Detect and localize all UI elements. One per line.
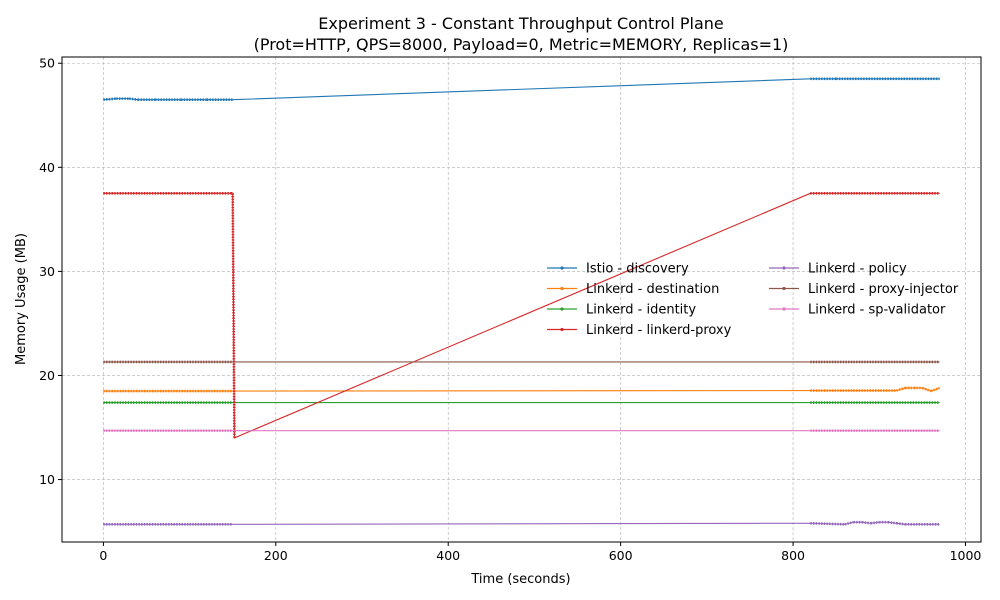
legend-label-linkerd-policy: Linkerd - policy <box>808 262 907 277</box>
series-layer <box>103 77 941 526</box>
legend-marker-linkerd-linkerd-proxy <box>560 327 564 332</box>
x-tick-label: 0 <box>99 548 107 563</box>
x-tick-label: 800 <box>781 548 805 563</box>
legend-marker-linkerd-identity <box>560 307 564 311</box>
y-axis: 10 20 30 40 50 <box>39 56 62 487</box>
legend-marker-linkerd-policy <box>782 266 786 270</box>
series-line-linkerd-policy <box>103 521 940 525</box>
x-tick-label: 400 <box>436 548 460 563</box>
legend-label-linkerd-proxy-injector: Linkerd - proxy-injector <box>808 282 959 297</box>
x-axis-label: Time (seconds) <box>470 572 570 587</box>
chart-title: Experiment 3 - Constant Throughput Contr… <box>318 14 724 33</box>
legend-label-linkerd-sp-validator: Linkerd - sp-validator <box>808 303 946 318</box>
x-tick-label: 1000 <box>950 548 982 563</box>
legend-marker-linkerd-destination <box>560 286 564 291</box>
y-tick-label: 20 <box>39 368 55 383</box>
plot-frame <box>61 56 982 543</box>
series-markers-linkerd-linkerd-proxy <box>231 193 236 438</box>
y-tick-label: 30 <box>39 264 55 279</box>
chart-title-group: Experiment 3 - Constant Throughput Contr… <box>254 14 789 54</box>
x-tick-label: 200 <box>264 548 288 563</box>
legend-label-istio-discovery: Istio - discovery <box>586 262 689 277</box>
legend-marker-linkerd-proxy-injector <box>782 286 786 291</box>
series-markers-istio-discovery <box>103 97 117 101</box>
x-axis: 0 200 400 600 800 1000 <box>99 542 981 563</box>
series-markers-linkerd-policy <box>810 521 845 526</box>
legend-marker-linkerd-sp-validator <box>782 307 786 311</box>
series-line-istio-discovery <box>103 78 940 101</box>
y-tick-label: 50 <box>39 56 55 71</box>
x-tick-label: 600 <box>609 548 633 563</box>
legend-label-linkerd-identity: Linkerd - identity <box>586 303 696 318</box>
y-tick-label: 10 <box>39 472 55 487</box>
legend-label-linkerd-linkerd-proxy: Linkerd - linkerd-proxy <box>586 323 732 338</box>
legend-label-linkerd-destination: Linkerd - destination <box>586 282 719 297</box>
legend: Istio - discovery Linkerd - destination Li… <box>547 262 959 338</box>
y-tick-label: 40 <box>39 160 55 175</box>
y-axis-label: Memory Usage (MB) <box>14 233 29 365</box>
chart-subtitle: (Prot=HTTP, QPS=8000, Payload=0, Metric=… <box>254 35 789 54</box>
legend-marker-istio-discovery <box>560 266 564 270</box>
grid <box>62 57 981 542</box>
